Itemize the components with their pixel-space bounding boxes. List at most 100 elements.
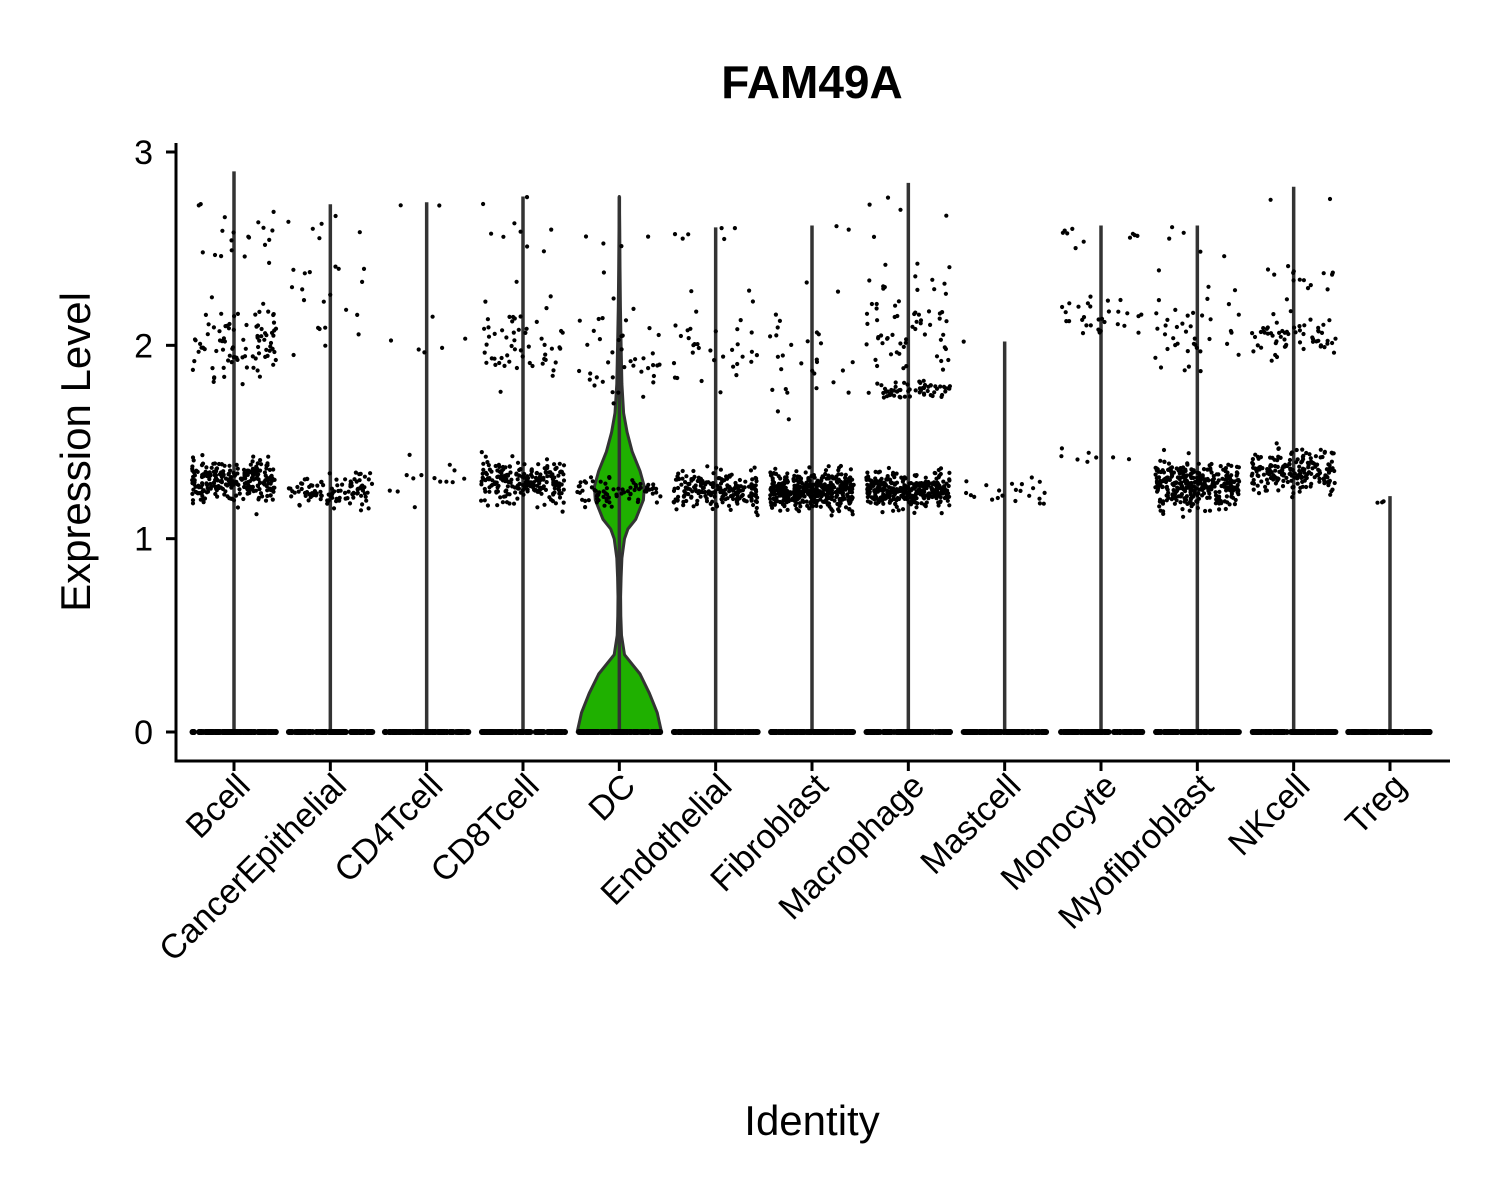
data-point xyxy=(922,482,927,487)
data-point xyxy=(1318,447,1323,452)
data-point xyxy=(1116,309,1121,314)
data-point xyxy=(1250,471,1255,476)
data-point xyxy=(267,260,272,265)
data-point xyxy=(651,373,657,379)
data-point xyxy=(1276,729,1283,735)
data-point xyxy=(1195,505,1200,511)
data-point xyxy=(465,729,471,735)
data-point xyxy=(834,224,839,229)
data-point xyxy=(198,202,203,207)
data-point xyxy=(229,248,234,253)
data-point xyxy=(1235,483,1240,488)
data-point xyxy=(804,499,809,504)
data-point xyxy=(1330,272,1335,277)
data-point xyxy=(687,481,692,487)
data-point xyxy=(518,348,524,353)
data-point xyxy=(1213,490,1218,495)
data-point xyxy=(1327,478,1332,483)
data-point xyxy=(885,195,891,200)
data-point xyxy=(921,378,926,383)
data-point xyxy=(798,476,803,481)
data-point xyxy=(940,367,946,372)
data-point xyxy=(514,365,520,371)
data-point xyxy=(937,316,942,321)
data-point xyxy=(993,729,999,735)
data-point xyxy=(607,500,612,505)
data-point xyxy=(625,489,631,494)
data-point xyxy=(731,496,736,502)
data-point xyxy=(432,729,439,735)
data-point xyxy=(1188,490,1193,495)
data-point xyxy=(557,345,562,350)
data-point xyxy=(1061,729,1068,735)
data-point xyxy=(201,345,206,350)
data-point xyxy=(873,494,879,499)
data-point xyxy=(507,492,512,497)
data-point xyxy=(735,485,740,491)
data-point xyxy=(272,729,279,735)
data-point xyxy=(542,502,547,507)
data-point xyxy=(513,490,518,495)
data-point xyxy=(250,484,255,489)
data-point xyxy=(495,503,500,508)
data-point xyxy=(1086,450,1091,455)
data-point xyxy=(650,351,655,356)
data-point xyxy=(1229,463,1234,468)
data-point xyxy=(211,379,216,384)
data-point xyxy=(1164,729,1171,735)
data-point xyxy=(228,478,233,483)
data-point xyxy=(262,242,268,247)
data-point xyxy=(686,336,691,341)
data-point xyxy=(602,503,607,508)
y-tick-label: 3 xyxy=(134,134,153,172)
data-point xyxy=(1325,338,1330,343)
data-point xyxy=(1085,459,1090,464)
data-point xyxy=(639,369,644,374)
data-point xyxy=(1265,331,1270,336)
data-point xyxy=(1327,196,1333,202)
data-point xyxy=(700,478,705,484)
data-point xyxy=(189,729,196,735)
data-point xyxy=(875,318,880,323)
data-point xyxy=(1392,729,1398,735)
data-point xyxy=(1165,346,1170,352)
data-point xyxy=(1090,729,1097,735)
data-point xyxy=(1166,461,1172,466)
data-point xyxy=(410,729,417,735)
data-point xyxy=(797,495,802,500)
data-point xyxy=(1105,298,1110,303)
data-point xyxy=(1157,499,1162,504)
data-point xyxy=(256,351,262,356)
data-point xyxy=(531,483,537,488)
data-point xyxy=(351,491,356,496)
data-point xyxy=(583,505,588,510)
data-point xyxy=(1184,494,1189,499)
data-point xyxy=(1286,331,1291,337)
data-point xyxy=(548,294,553,299)
data-point xyxy=(908,729,915,735)
data-point xyxy=(971,729,978,735)
data-point xyxy=(257,309,262,314)
data-point xyxy=(866,476,871,481)
data-point xyxy=(198,341,203,346)
violin-group-endothelial xyxy=(670,226,761,735)
data-point xyxy=(214,466,220,471)
data-point xyxy=(947,384,953,389)
data-point xyxy=(628,485,633,490)
data-point xyxy=(493,463,498,469)
data-point xyxy=(1306,463,1311,468)
data-point xyxy=(1223,466,1228,471)
data-point xyxy=(835,501,840,507)
data-point xyxy=(1300,454,1305,459)
data-point xyxy=(1265,467,1270,472)
data-point xyxy=(522,462,527,467)
data-point xyxy=(534,471,539,476)
data-point xyxy=(507,314,512,319)
data-point xyxy=(500,500,505,505)
data-point xyxy=(779,367,784,372)
data-point xyxy=(447,462,452,467)
data-point xyxy=(611,401,616,406)
data-point xyxy=(831,380,836,385)
data-point xyxy=(848,475,853,480)
data-point xyxy=(1273,481,1278,486)
